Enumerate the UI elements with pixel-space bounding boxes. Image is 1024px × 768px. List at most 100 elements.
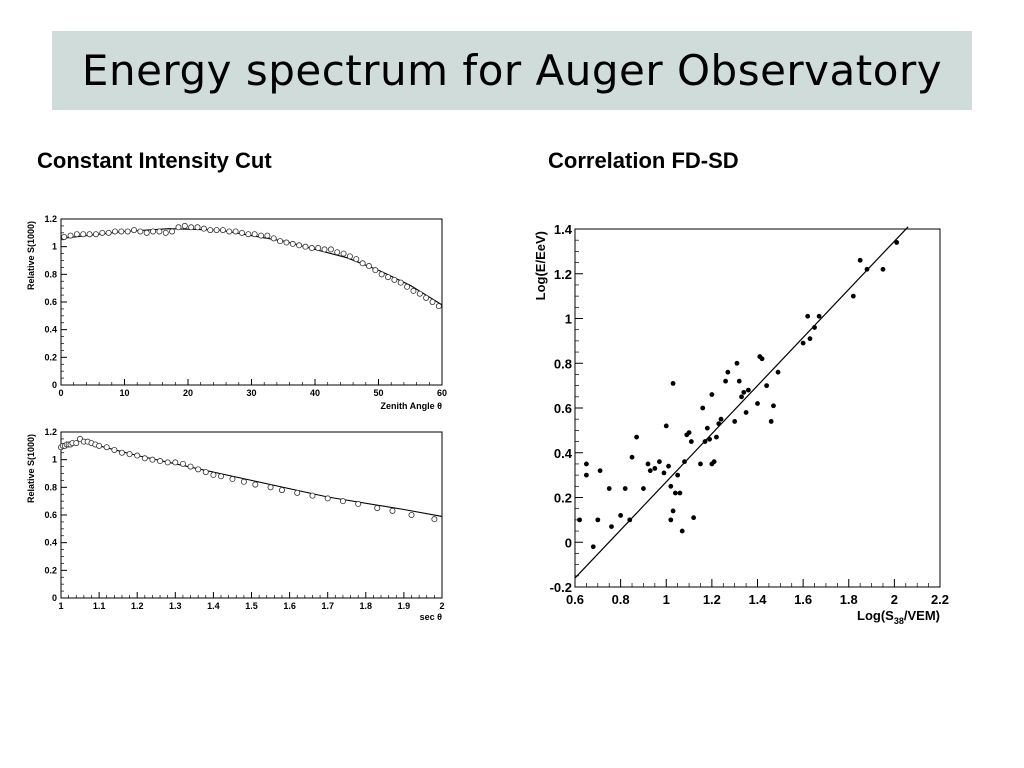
data-point [698, 461, 703, 467]
y-axis-label: Relative S(1000) [26, 434, 36, 503]
data-point [816, 313, 822, 319]
data-point [584, 461, 589, 467]
title-banner: Energy spectrum for Auger Observatory [52, 31, 972, 110]
data-point [657, 459, 662, 465]
y-tick-label: 1.2 [44, 427, 57, 437]
data-point [264, 232, 271, 239]
data-point [675, 472, 681, 478]
y-tick-label: 0.6 [44, 510, 57, 520]
y-tick-label: 1 [52, 455, 57, 465]
y-tick-label: 0.2 [44, 352, 57, 362]
data-point [805, 313, 811, 319]
data-point [702, 439, 708, 444]
data-point [609, 524, 614, 529]
data-point [315, 245, 322, 252]
data-point [252, 481, 259, 488]
data-point [200, 225, 207, 232]
plot-frame [574, 228, 941, 588]
data-point [294, 489, 301, 496]
data-point [743, 410, 749, 415]
data-point [181, 222, 188, 229]
data-point [668, 483, 674, 489]
data-point [245, 231, 252, 238]
data-point [365, 263, 372, 270]
data-point [736, 378, 742, 384]
y-tick-label: 1.2 [44, 214, 57, 224]
data-point [210, 471, 217, 478]
plot-frame [60, 218, 443, 386]
data-point [670, 508, 676, 514]
data-point [240, 478, 247, 485]
data-point [134, 452, 141, 459]
x-tick-label: 50 [373, 388, 383, 398]
data-point [157, 458, 164, 465]
data-point [634, 434, 639, 440]
y-tick-label: 1.2 [554, 267, 572, 282]
data-point [229, 476, 236, 483]
data-point [714, 434, 719, 440]
data-point [410, 287, 417, 294]
data-point [374, 505, 381, 512]
data-point [663, 423, 669, 429]
data-point [807, 336, 813, 342]
data-point [768, 419, 774, 424]
data-point [353, 256, 360, 263]
data-point [202, 469, 209, 476]
data-point [850, 293, 856, 299]
x-tick-label: 60 [437, 388, 447, 398]
data-point [682, 459, 687, 465]
data-point [666, 463, 671, 469]
data-point [195, 466, 202, 473]
data-point [647, 468, 653, 474]
fit-line [60, 439, 443, 517]
data-point [435, 303, 442, 310]
data-point [800, 340, 806, 346]
data-point [162, 229, 169, 236]
x-tick-label: 1.1 [93, 601, 106, 611]
data-point [679, 528, 685, 534]
data-point [334, 249, 341, 256]
data-point [73, 231, 80, 238]
data-point [711, 459, 717, 465]
data-point [96, 442, 103, 449]
x-tick-label: 20 [183, 388, 193, 398]
data-point [207, 227, 214, 234]
data-point [213, 227, 220, 234]
data-point [745, 387, 751, 393]
data-point [378, 271, 385, 278]
data-point [238, 229, 245, 236]
y-tick-label: 0.8 [44, 269, 57, 279]
zenith-angle-chart: 0 10 20 30 40 50 60 0 0.2 0.4 0.6 0.8 1 1.2 Zenith Ang… [26, 214, 447, 411]
data-point [618, 513, 624, 518]
data-point [597, 468, 603, 474]
data-point [404, 283, 411, 290]
data-point [677, 490, 683, 496]
data-point [857, 257, 863, 263]
data-point [277, 238, 284, 245]
y-tick-label: 1.4 [554, 222, 573, 237]
data-point [124, 228, 131, 235]
data-point [67, 232, 74, 239]
data-point [359, 260, 366, 267]
data-point [391, 276, 398, 283]
data-point [141, 455, 148, 462]
data-point [759, 356, 765, 362]
y-axis-label: Log(E/EeV) [533, 231, 548, 300]
y-tick-label: 0.4 [44, 325, 57, 335]
y-tick-label: 0 [52, 593, 57, 603]
data-point [218, 473, 225, 480]
data-point [641, 486, 646, 491]
data-point [864, 266, 870, 272]
y-tick-label: 1 [52, 242, 57, 252]
data-point [372, 267, 379, 274]
data-point [423, 294, 430, 301]
data-point [73, 440, 80, 447]
x-tick-label: 1.7 [321, 601, 334, 611]
data-point [771, 403, 776, 409]
data-point [150, 228, 157, 235]
x-axis-label: Log(S38/VEM) [857, 608, 940, 626]
data-point [622, 486, 628, 491]
data-point [707, 436, 712, 442]
left-heading: Constant Intensity Cut [37, 148, 272, 173]
x-tick-label: 1.2 [703, 592, 721, 607]
